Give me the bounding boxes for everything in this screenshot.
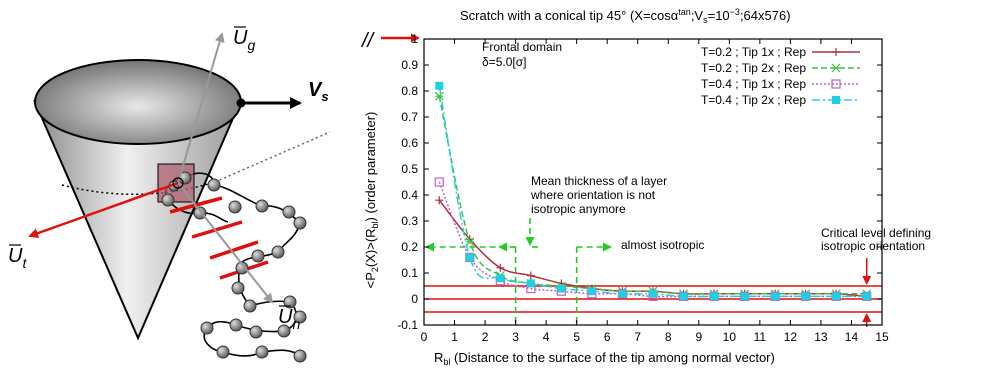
y-tick-label: 1	[411, 32, 418, 46]
data-point	[526, 279, 535, 288]
annotation-critical-1: Critical level defining	[821, 226, 931, 240]
x-tick-label: 5	[573, 330, 580, 344]
data-point	[679, 292, 688, 301]
data-point	[587, 287, 596, 296]
data-point	[526, 271, 535, 280]
annotation-mean-1: Mean thickness of a layer	[531, 174, 667, 188]
vector-g-arrow	[177, 32, 225, 184]
data-point	[771, 292, 780, 301]
legend: T=0.2 ; Tip 1x ; Rep T=0.2 ; Tip 2x ; Rep…	[701, 45, 860, 107]
data-point	[434, 177, 444, 187]
polymer-beads	[161, 171, 307, 363]
tangent-plane-dotted	[214, 131, 331, 183]
annotation-mean-2: where orientation is not	[530, 188, 656, 202]
vector-g-label: Ug	[233, 27, 255, 53]
y-tick-label: 0.5	[401, 162, 418, 176]
plot-frame	[423, 38, 883, 326]
annotation-almost-isotropic: almost isotropic	[621, 238, 704, 252]
data-point	[649, 289, 657, 298]
y-tick-label: -0.1	[397, 318, 418, 332]
legend-label: T=0.4 ; Tip 1x ; Rep	[701, 77, 806, 91]
annotation-delta: δ=5.0[σ]	[482, 55, 526, 69]
axis-break-mark: //	[360, 30, 376, 52]
data-point	[832, 292, 841, 301]
data-point	[435, 81, 444, 90]
data-point	[862, 292, 871, 301]
origin-marker	[172, 177, 184, 189]
y-axis-label: <P2(X)>(Rbl) (order parameter)	[363, 112, 380, 289]
data-point	[831, 63, 841, 73]
chart-title: Scratch with a conical tip 45° (X=cosαta…	[460, 7, 791, 25]
x-tick-label: 13	[814, 330, 828, 344]
x-tick-label: 12	[784, 330, 798, 344]
data-point	[434, 91, 444, 101]
x-tick-label: 9	[695, 330, 702, 344]
data-point	[832, 96, 840, 104]
x-axis-label: Rbl (Distance to the surface of the tip …	[434, 350, 775, 367]
data-point	[557, 284, 566, 293]
data-point	[740, 292, 749, 301]
x-tick-label: 6	[604, 330, 611, 344]
annotation-mean-3: isotropic anymore	[531, 202, 626, 216]
x-tick-label: 11	[754, 330, 767, 344]
series-line	[438, 96, 867, 295]
cone-diagram: Vs Ug Ut	[8, 26, 331, 363]
data-point	[801, 292, 810, 301]
axis-ticks: 0 1 2 3 4 5 6 7 8 9 10 11 12 13 14 15-0.100.10.20.30.40…	[397, 32, 889, 344]
y-tick-label: 0.3	[401, 214, 418, 228]
velocity-label: Vs	[308, 79, 329, 104]
guide-lines	[425, 218, 612, 325]
data-point	[831, 79, 841, 89]
y-tick-label: 0	[411, 292, 418, 306]
x-tick-label: 1	[451, 330, 458, 344]
x-tick-label: 4	[543, 330, 550, 344]
y-tick-label: 0.4	[401, 188, 418, 202]
x-tick-label: 14	[845, 330, 859, 344]
x-tick-label: 15	[875, 330, 889, 344]
data-point	[496, 274, 505, 283]
y-tick-label: 0.8	[401, 84, 418, 98]
data-point	[465, 237, 475, 247]
annotation-critical-2: isotropic orientation	[821, 239, 925, 253]
data-point	[710, 292, 719, 301]
x-tick-label: 0	[421, 330, 428, 344]
legend-label: T=0.2 ; Tip 2x ; Rep	[701, 61, 806, 75]
x-tick-label: 2	[482, 330, 489, 344]
x-tick-label: 3	[512, 330, 519, 344]
x-tick-label: 7	[634, 330, 641, 344]
y-tick-label: 0.1	[401, 266, 418, 280]
vector-n-arrow	[177, 182, 274, 304]
data-point	[465, 253, 474, 262]
y-tick-label: 0.6	[401, 136, 418, 150]
vector-t-label: Ut	[8, 245, 27, 271]
x-tick-label: 10	[723, 330, 737, 344]
vector-t-arrow	[28, 181, 179, 239]
chart: Scratch with a conical tip 45° (X=cosαta…	[360, 7, 931, 367]
y-tick-label: 0.9	[401, 58, 418, 72]
data-point	[496, 263, 505, 272]
vector-n-label: Un	[278, 306, 300, 332]
legend-label: T=0.4 ; Tip 2x ; Rep	[701, 93, 806, 107]
data-point	[618, 289, 627, 298]
legend-label: T=0.2 ; Tip 1x ; Rep	[701, 45, 806, 59]
data-point	[832, 48, 840, 56]
y-tick-label: 0.7	[401, 110, 418, 124]
x-tick-label: 8	[665, 330, 672, 344]
series-4	[435, 81, 871, 301]
annotation-frontal-domain: Frontal domain	[482, 40, 562, 54]
y-tick-label: 0.2	[401, 240, 418, 254]
data-point	[435, 196, 444, 205]
series-group	[434, 81, 872, 301]
vector-overbars	[9, 26, 291, 307]
